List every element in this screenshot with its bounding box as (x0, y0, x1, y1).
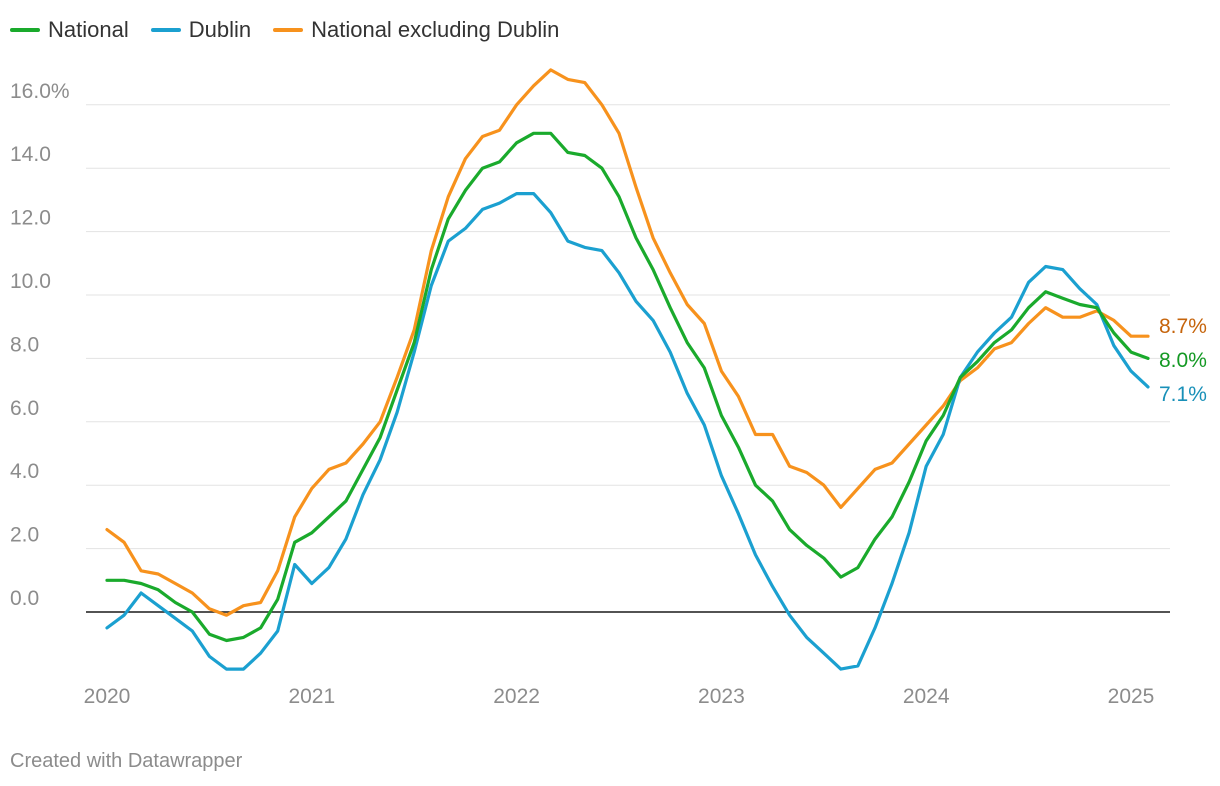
x-tick-label: 2022 (493, 685, 540, 708)
legend-swatch-national-excluding-dublin (273, 28, 304, 32)
end-label-national-excluding-dublin: 8.7% (1159, 315, 1207, 338)
x-tick-label: 2021 (288, 685, 335, 708)
end-labels: 8.0% 7.1% 8.7% (1159, 315, 1207, 406)
legend: National Dublin National excluding Dubli… (10, 14, 581, 46)
y-tick-label: 12.0 (10, 207, 51, 230)
legend-swatch-dublin (150, 28, 181, 32)
y-tick-label: 6.0 (10, 397, 39, 420)
legend-item-national: National (10, 17, 129, 43)
y-axis-tick-labels: 16.0% 14.0 12.0 10.0 8.0 6.0 4.0 2.0 0.0 (10, 80, 70, 610)
legend-item-national-excluding-dublin: National excluding Dublin (273, 17, 559, 43)
y-tick-label: 8.0 (10, 333, 39, 356)
line-chart: 16.0%14.012.010.08.06.04.02.00.0 2020 202… (10, 68, 1207, 708)
series-line-national (105, 131, 1150, 643)
x-axis-tick-labels: 2020 2021 2022 2023 2024 2025 (84, 685, 1155, 708)
x-tick-label: 2023 (698, 685, 745, 708)
y-tick-label: 16.0% (10, 80, 70, 103)
y-tick-label: 10.0 (10, 270, 51, 293)
legend-swatch-national (10, 28, 40, 32)
x-tick-label: 2025 (1108, 685, 1155, 708)
series-line-dublin (105, 192, 1150, 671)
end-label-national: 8.0% (1159, 349, 1207, 372)
y-tick-label: 14.0 (10, 143, 51, 166)
y-tick-label: 2.0 (10, 524, 39, 547)
series-line-national-excluding-dublin (105, 68, 1150, 617)
gridlines (86, 104, 1170, 613)
x-tick-label: 2024 (903, 685, 950, 708)
legend-label-national-excluding-dublin: National excluding Dublin (311, 17, 560, 42)
y-tick-label: 4.0 (10, 460, 39, 483)
legend-item-dublin: Dublin (150, 17, 252, 43)
x-tick-label: 2020 (84, 685, 131, 708)
series-lines (105, 68, 1150, 671)
legend-label-national: National (48, 17, 129, 42)
legend-label-dublin: Dublin (188, 17, 252, 42)
footer-credit: Created with Datawrapper (10, 750, 243, 772)
y-tick-label: 0.0 (10, 587, 39, 610)
end-label-dublin: 7.1% (1159, 383, 1207, 406)
